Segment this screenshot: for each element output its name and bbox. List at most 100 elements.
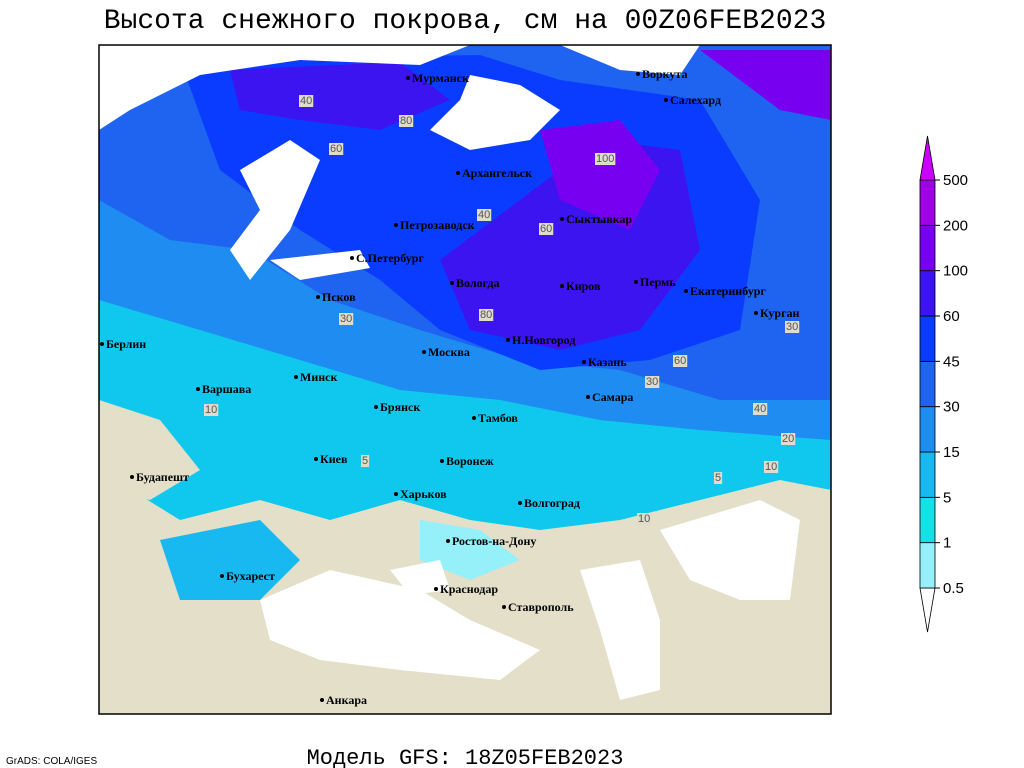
city: Мурманск <box>412 71 469 85</box>
city: Тамбов <box>478 411 518 425</box>
city-dot <box>406 76 410 80</box>
contour-label: 80 <box>400 115 412 127</box>
colorbar-label: 15 <box>943 444 960 461</box>
contour-label: 5 <box>362 455 368 467</box>
credit: GrADS: COLA/IGES <box>6 756 97 767</box>
colorbar-segment <box>919 135 936 181</box>
city: Киров <box>566 279 601 293</box>
city: Брянск <box>380 400 420 414</box>
city-dot <box>294 375 298 379</box>
city-dot <box>316 295 320 299</box>
contour-label-box <box>477 209 492 221</box>
contour-label-box <box>764 461 779 473</box>
city: Москва <box>428 345 470 359</box>
city-dot <box>582 360 586 364</box>
contour-label: 40 <box>754 403 766 415</box>
contour-label-box <box>595 153 616 165</box>
colorbar-segment <box>919 224 936 272</box>
colorbar-segment <box>919 406 936 453</box>
city-dot <box>220 574 224 578</box>
city-dot <box>664 98 668 102</box>
city: Будапешт <box>136 470 189 484</box>
contour-label-box <box>539 223 554 235</box>
contour-label-box <box>673 355 688 367</box>
contour-label-box <box>329 143 344 155</box>
contour-label-box <box>399 115 414 127</box>
colorbar-segment <box>919 451 936 498</box>
contour-label-box <box>299 95 314 107</box>
city: Ставрополь <box>508 600 574 614</box>
colorbar-label: 60 <box>943 308 960 325</box>
city-dot <box>130 475 134 479</box>
city-dot <box>350 256 354 260</box>
colorbar-label: 0.5 <box>943 580 964 597</box>
city: Казань <box>588 355 627 369</box>
city-dot <box>636 72 640 76</box>
title: Высота снежного покрова, см на 00Z06FEB2… <box>104 6 827 37</box>
contour-label: 10 <box>638 513 650 525</box>
contour-label-box <box>785 321 800 333</box>
contour-label-box <box>479 309 494 321</box>
city-dot <box>586 395 590 399</box>
contour-label-box <box>645 376 660 388</box>
city-dot <box>196 387 200 391</box>
city: Архангельск <box>462 166 532 180</box>
colorbar-label: 45 <box>943 353 960 370</box>
colorbar-label: 5 <box>943 489 951 506</box>
city: Харьков <box>400 487 447 501</box>
contour-labels: 40 80 60 100 40 60 80 30 10 5 20 10 30 6… <box>204 95 800 525</box>
city: С.Петербург <box>356 251 424 265</box>
city: Самара <box>592 390 633 404</box>
city-dot <box>374 405 378 409</box>
map <box>98 44 832 715</box>
city: Анкара <box>326 693 367 707</box>
contour-label: 10 <box>765 461 777 473</box>
contour-label: 60 <box>540 223 552 235</box>
city-dot <box>100 342 104 346</box>
contour-label: 40 <box>300 95 312 107</box>
contour-label: 40 <box>478 209 490 221</box>
city-dot <box>506 338 510 342</box>
city: Псков <box>322 290 356 304</box>
city-dot <box>634 280 638 284</box>
city-dot <box>450 281 454 285</box>
city-dot <box>560 284 564 288</box>
contour-label: 80 <box>480 309 492 321</box>
colorbar-label: 30 <box>943 399 960 416</box>
contour-label: 5 <box>715 472 721 484</box>
city: Салехард <box>670 93 721 107</box>
city: Варшава <box>202 382 251 396</box>
city: Киев <box>320 452 348 466</box>
colorbar-label: 100 <box>943 263 968 280</box>
city: Вологда <box>456 276 500 290</box>
city-dot <box>394 223 398 227</box>
colorbar-segment <box>919 496 936 544</box>
contour-label-box <box>339 313 354 325</box>
city-dot <box>314 457 318 461</box>
city: Н.Новгород <box>512 333 575 347</box>
colorbar-segment <box>919 587 936 633</box>
contour-label: 10 <box>205 404 217 416</box>
footer: Модель GFS: 18Z05FEB2023 <box>307 746 624 768</box>
colorbar-label: 1 <box>943 535 951 552</box>
colorbar-label: 500 <box>943 172 968 189</box>
colorbar-segment <box>919 542 936 589</box>
contour-label: 20 <box>782 433 794 445</box>
colorbar-segment <box>919 179 936 226</box>
city: Курган <box>760 306 800 320</box>
contour-label: 60 <box>330 143 342 155</box>
contour-label-box <box>753 403 768 415</box>
city: Пермь <box>640 275 676 289</box>
cities: Мурманск Воркута Салехард Архангельск Сы… <box>100 67 800 707</box>
city-dot <box>320 698 324 702</box>
contour-label-box <box>714 472 723 484</box>
city-dot <box>456 171 460 175</box>
colorbar-segment <box>919 270 936 317</box>
city: Петрозаводск <box>400 218 475 232</box>
city: Минск <box>300 370 337 384</box>
city-dot <box>684 289 688 293</box>
city: Бухарест <box>226 569 275 583</box>
city: Екатеринбург <box>690 284 766 298</box>
